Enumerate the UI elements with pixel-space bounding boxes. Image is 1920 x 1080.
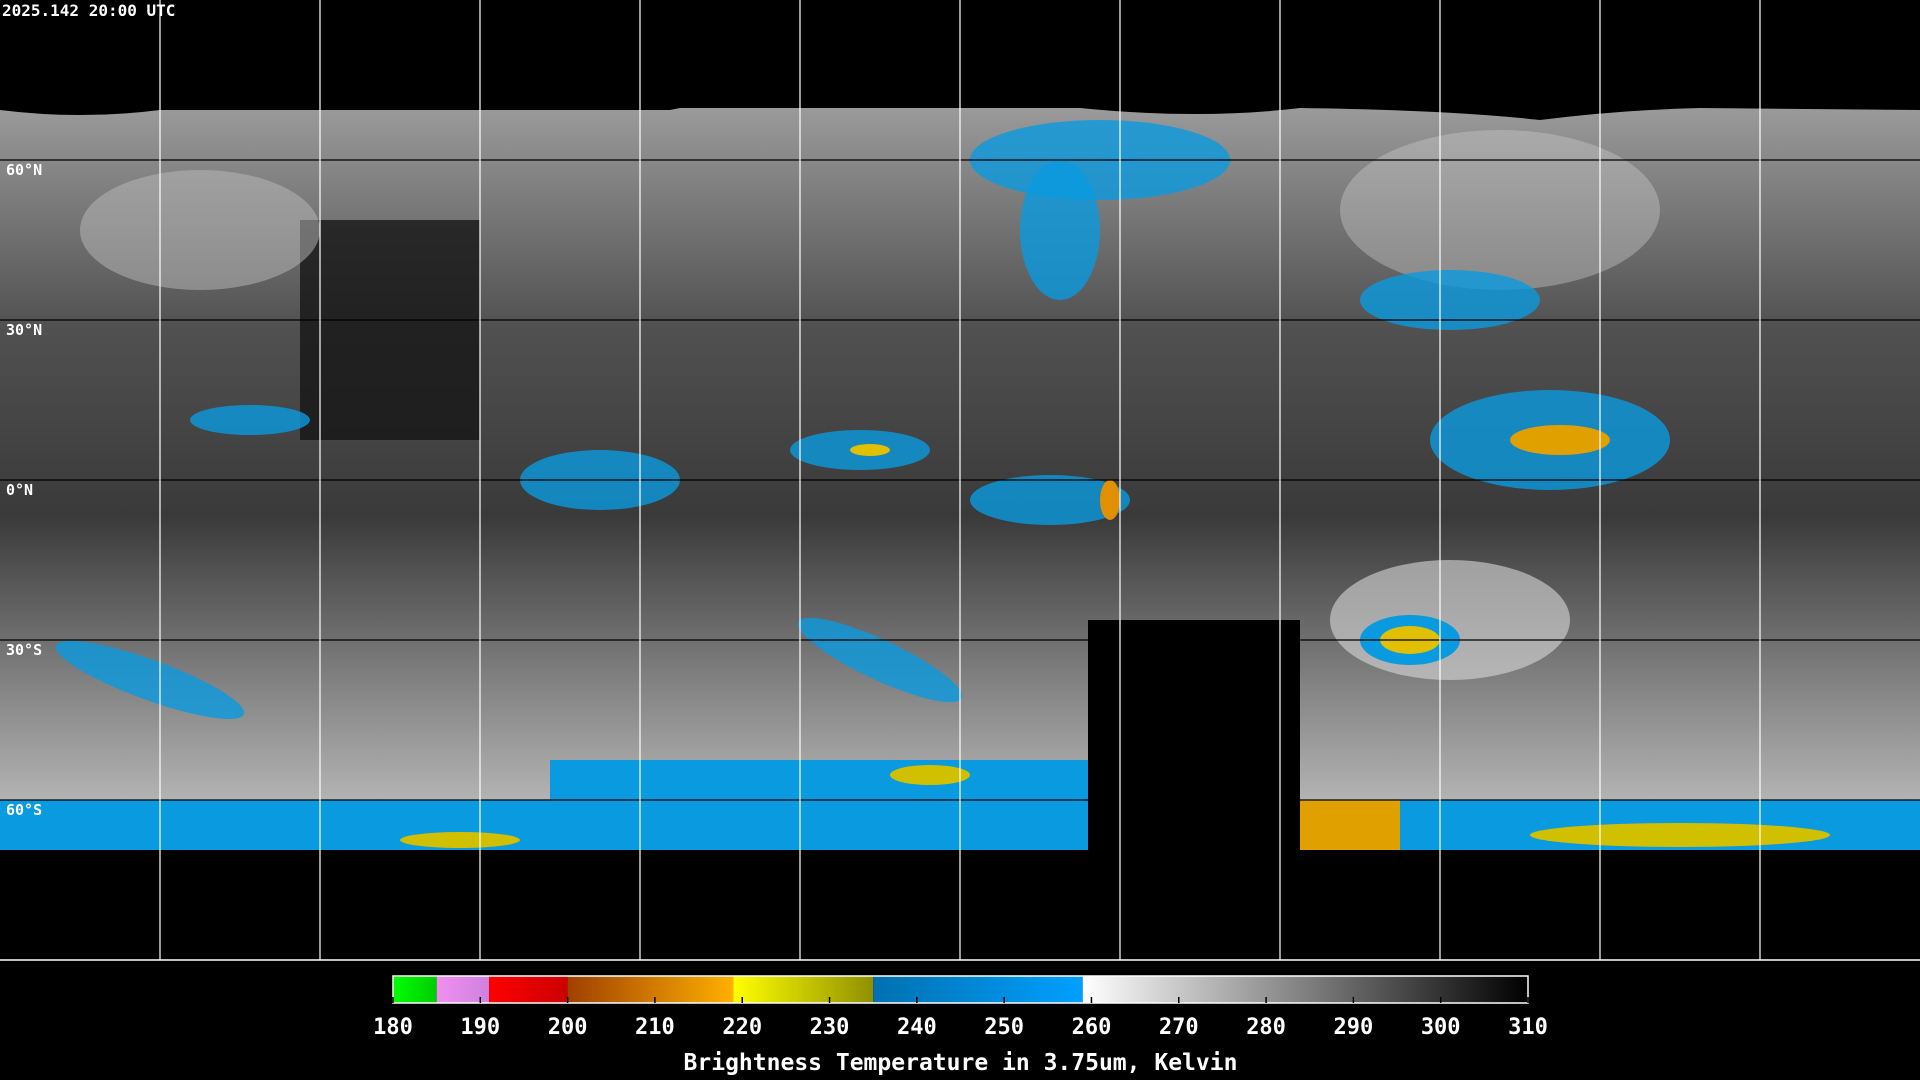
colorbar-tick-label: 190 — [460, 1015, 500, 1040]
colorbar-segment — [567, 976, 734, 1003]
colorbar-tick-label: 210 — [635, 1015, 675, 1040]
colorbar-tick-label: 200 — [548, 1015, 588, 1040]
colorbar: 180 190 200 210 220 230 240 250 260 270 280 290 300 3… — [373, 975, 1548, 1076]
colorbar-segment — [393, 976, 437, 1003]
lat-label: 60°N — [6, 161, 42, 179]
lat-label: 0°N — [6, 481, 33, 499]
colorbar-frame — [392, 975, 1529, 1004]
colorbar-segment — [436, 976, 490, 1003]
lat-label: 30°N — [6, 321, 42, 339]
colorbar-tick-label: 240 — [897, 1015, 937, 1040]
colorbar-tick-label: 270 — [1159, 1015, 1199, 1040]
colorbar-tick-label: 290 — [1334, 1015, 1374, 1040]
graticule — [159, 0, 1761, 960]
colorbar-tick-label: 250 — [984, 1015, 1024, 1040]
timestamp: 2025.142 20:00 UTC — [2, 1, 175, 20]
colorbar-tick-label: 280 — [1246, 1015, 1286, 1040]
colorbar-tick-label: 260 — [1072, 1015, 1112, 1040]
colorbar-tick-label: 220 — [722, 1015, 762, 1040]
lat-label: 60°S — [6, 801, 42, 819]
colorbar-tick-label: 180 — [373, 1015, 413, 1040]
colorbar-tick-label: 230 — [810, 1015, 850, 1040]
colorbar-segment — [489, 976, 568, 1003]
colorbar-tick-label: 300 — [1421, 1015, 1461, 1040]
colorbar-segment — [873, 976, 1083, 1003]
colorbar-segment — [1082, 976, 1528, 1003]
lat-label: 30°S — [6, 641, 42, 659]
colorbar-tick-label: 310 — [1508, 1015, 1548, 1040]
lat-labels: 60°N 30°N 0°N 30°S 60°S — [6, 161, 42, 819]
colorbar-title: Brightness Temperature in 3.75um, Kelvin — [684, 1050, 1238, 1076]
colorbar-segment — [733, 976, 874, 1003]
